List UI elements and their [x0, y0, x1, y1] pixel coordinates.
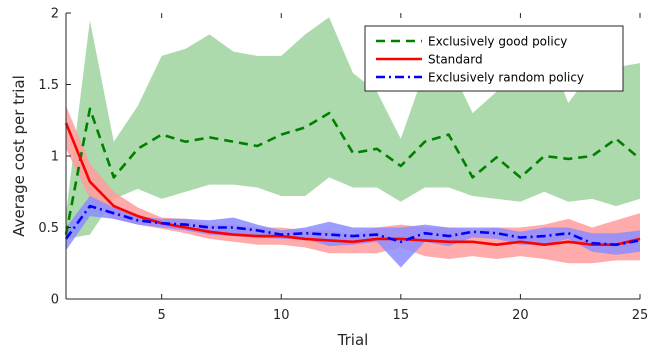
x-axis-label: Trial [337, 331, 369, 349]
y-ticks: 0 0.5 1 1.5 2 [38, 7, 71, 308]
y-tick-label: 1 [51, 150, 59, 165]
y-tick-label: 0.5 [38, 221, 59, 236]
y-tick-label: 2 [51, 7, 59, 22]
legend-label-2: Standard [428, 53, 483, 67]
y-tick-label: 0 [51, 293, 59, 308]
x-ticks: 5 10 15 20 25 [158, 13, 648, 323]
confidence-bands [66, 17, 640, 268]
band-series-1 [66, 17, 640, 239]
line-series-3 [64, 204, 641, 246]
legend-label-1: Exclusively good policy [428, 35, 567, 49]
legend-label-3: Exclusively random policy [428, 71, 584, 85]
x-tick-label: 10 [273, 308, 290, 323]
x-tick-label: 15 [393, 308, 410, 323]
x-tick-label: 25 [632, 308, 648, 323]
y-axis-label: Average cost per trial [10, 75, 28, 237]
band-series-2 [66, 105, 640, 264]
x-tick-label: 20 [512, 308, 529, 323]
x-tick-label: 5 [158, 308, 166, 323]
y-tick-label: 1.5 [38, 78, 59, 93]
legend: Exclusively good policy Standard Exclusive… [364, 25, 624, 92]
band-series-3 [66, 196, 640, 268]
series-lines [64, 107, 641, 246]
